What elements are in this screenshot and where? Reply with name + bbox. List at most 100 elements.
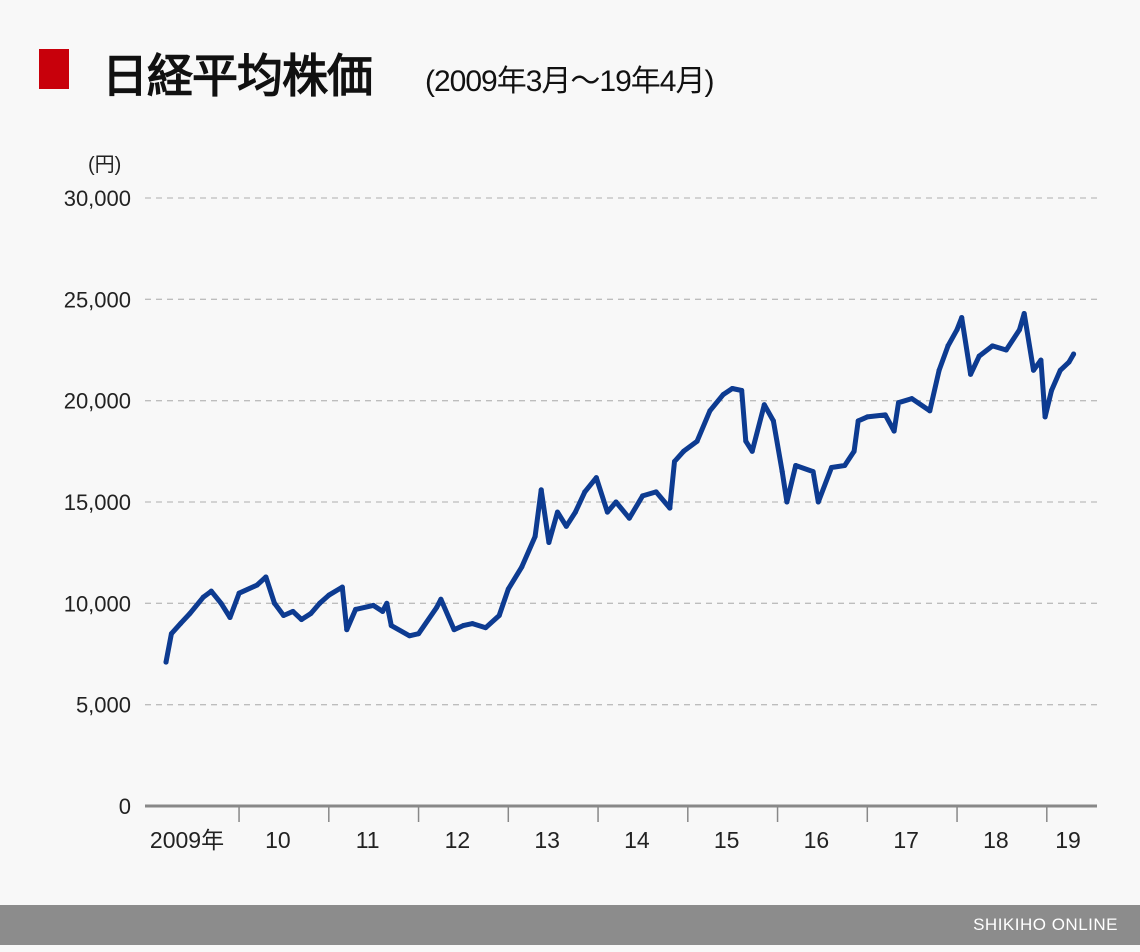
x-tick-label: 19: [1055, 827, 1081, 853]
x-tick-label: 15: [714, 827, 740, 853]
data-point: [896, 400, 902, 406]
footer-bar: SHIKIHO ONLINE: [0, 905, 1140, 945]
data-point: [496, 612, 502, 618]
data-point: [299, 617, 305, 623]
data-point: [384, 600, 390, 606]
data-point: [959, 315, 965, 321]
x-tick-label: 14: [624, 827, 650, 853]
data-point: [1071, 351, 1077, 357]
data-point: [380, 608, 386, 614]
data-point: [936, 367, 942, 373]
data-point: [281, 612, 287, 618]
data-point: [855, 418, 861, 424]
data-point: [326, 592, 332, 598]
line-chart: 0 5,000 10,000 15,000 20,000 25,000 30,000 2009…: [64, 186, 1097, 853]
data-point: [891, 428, 897, 434]
data-point: [976, 353, 982, 359]
data-point: [370, 602, 376, 608]
chart-subtitle: (2009年3月～19年4月): [425, 65, 714, 98]
y-tick-label: 30,000: [64, 186, 131, 211]
data-point: [653, 489, 659, 495]
data-point: [1066, 359, 1072, 365]
data-point: [460, 623, 466, 629]
data-point: [438, 596, 444, 602]
x-tick-label: 16: [804, 827, 830, 853]
data-point: [989, 343, 995, 349]
data-point: [271, 600, 277, 606]
x-tick-label: 12: [445, 827, 471, 853]
data-point: [353, 606, 359, 612]
data-point: [694, 438, 700, 444]
x-tick-label: 10: [265, 827, 291, 853]
data-point: [604, 509, 610, 515]
data-point: [793, 463, 799, 469]
title-marker: [39, 49, 69, 89]
data-point: [864, 414, 870, 420]
chart-title: 日経平均株価: [102, 50, 373, 102]
data-point: [388, 623, 394, 629]
data-point: [729, 386, 735, 392]
data-point: [1021, 311, 1027, 317]
data-point: [469, 621, 475, 627]
data-point: [842, 463, 848, 469]
data-point: [828, 465, 834, 471]
data-point: [483, 625, 489, 631]
data-point: [954, 327, 960, 333]
data-point: [1038, 357, 1044, 363]
data-point: [640, 493, 646, 499]
data-point: [290, 608, 296, 614]
data-point: [532, 533, 538, 539]
data-point: [434, 604, 440, 610]
y-tick-label: 10,000: [64, 591, 131, 616]
data-point: [344, 627, 350, 633]
data-point: [254, 582, 260, 588]
data-point: [1048, 388, 1054, 394]
data-point: [163, 659, 169, 665]
data-point: [406, 633, 412, 639]
data-point: [882, 412, 888, 418]
data-point: [200, 594, 206, 600]
data-point: [187, 610, 193, 616]
price-line: [163, 311, 1077, 665]
y-axis-unit: (円): [88, 154, 122, 176]
data-point: [909, 396, 915, 402]
data-point: [1042, 414, 1048, 420]
x-tick-label: 17: [893, 827, 919, 853]
x-tick-label: 11: [356, 827, 380, 853]
data-point: [546, 540, 552, 546]
data-point: [308, 610, 314, 616]
data-point: [218, 600, 224, 606]
data-point: [339, 584, 345, 590]
data-point: [317, 600, 323, 606]
data-point: [815, 499, 821, 505]
data-point: [743, 438, 749, 444]
data-point: [761, 402, 767, 408]
y-tick-label: 5,000: [76, 693, 131, 718]
data-point: [784, 499, 790, 505]
data-point: [770, 418, 776, 424]
data-point: [810, 469, 816, 475]
data-point: [178, 621, 184, 627]
data-point: [739, 388, 745, 394]
data-point: [672, 458, 678, 464]
y-tick-label: 25,000: [64, 287, 131, 312]
data-point: [263, 574, 269, 580]
data-point: [168, 631, 174, 637]
data-point: [227, 615, 233, 621]
data-point: [667, 505, 673, 511]
data-point: [1031, 367, 1037, 373]
data-point: [945, 343, 951, 349]
data-point: [416, 631, 422, 637]
data-point: [236, 590, 242, 596]
x-tick-label: 18: [983, 827, 1009, 853]
data-point: [1003, 347, 1009, 353]
data-point: [538, 487, 544, 493]
y-tick-label: 15,000: [64, 490, 131, 515]
data-point: [749, 448, 755, 454]
data-point: [779, 469, 785, 475]
y-tick-label: 0: [119, 794, 131, 819]
data-point: [505, 586, 511, 592]
data-point: [593, 475, 599, 481]
data-point: [1017, 327, 1023, 333]
data-point: [582, 489, 588, 495]
